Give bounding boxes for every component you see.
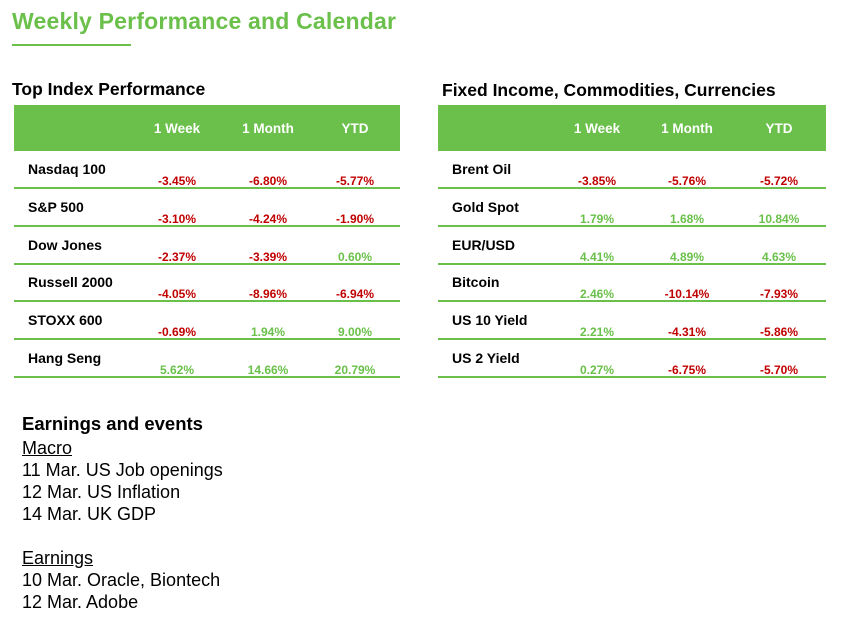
- table-header: 1 Week 1 Month YTD: [438, 105, 826, 151]
- row-label: Brent Oil: [452, 161, 512, 177]
- column-header: 1 Week: [153, 121, 201, 136]
- value-cell: -3.39%: [248, 249, 288, 264]
- value-cell: 0.27%: [579, 363, 615, 377]
- earnings-item: 10 Mar. Oracle, Biontech: [22, 570, 221, 590]
- value-cell: 4.89%: [669, 249, 705, 264]
- fixed-income-table: 1 Week 1 Month YTD Brent Oil -3.85% -5.76% -5.…: [438, 105, 826, 378]
- value-cell: -5.86%: [759, 325, 799, 340]
- row-label: STOXX 600: [28, 312, 103, 329]
- row-divider: [438, 224, 826, 227]
- macro-heading: Macro: [22, 438, 73, 458]
- value-cell: -5.76%: [667, 174, 707, 188]
- value-cell: -5.72%: [759, 174, 799, 188]
- row-divider: [14, 376, 400, 378]
- value-cell: -10.14%: [664, 287, 710, 302]
- fx-table-title: Fixed Income, Commodities, Currencies: [442, 80, 776, 100]
- row-divider: [438, 187, 826, 189]
- table-row: US 2 Yield 0.27% -6.75% -5.70%: [438, 340, 826, 378]
- row-label: Gold Spot: [452, 198, 519, 215]
- value-cell: 14.66%: [247, 363, 289, 377]
- macro-item: 14 Mar. UK GDP: [22, 504, 157, 524]
- value-cell: -8.96%: [248, 287, 288, 302]
- value-cell: 5.62%: [159, 363, 195, 377]
- column-header: 1 Month: [242, 121, 294, 136]
- row-divider: [14, 262, 400, 265]
- value-cell: -3.85%: [577, 174, 617, 188]
- value-cell: 9.00%: [337, 325, 373, 340]
- table-row: STOXX 600 -0.69% 1.94% 9.00%: [14, 302, 400, 341]
- value-cell: -6.94%: [335, 287, 375, 302]
- value-cell: -6.75%: [667, 363, 707, 377]
- value-cell: 0.60%: [337, 249, 373, 264]
- value-cell: 1.68%: [669, 211, 705, 226]
- row-label: Russell 2000: [28, 274, 113, 291]
- table-row: Bitcoin 2.46% -10.14% -7.93%: [438, 264, 826, 303]
- table-row: Brent Oil -3.85% -5.76% -5.72%: [438, 151, 826, 189]
- table-header: 1 Week 1 Month YTD: [14, 105, 400, 151]
- row-divider: [14, 338, 400, 341]
- row-label: Hang Seng: [28, 350, 102, 366]
- value-cell: 2.46%: [579, 287, 615, 302]
- column-header: YTD: [765, 121, 793, 136]
- row-divider: [438, 376, 826, 378]
- events-section: Earnings and events Macro 11 Mar. US Job…: [22, 413, 223, 613]
- table-row: Nasdaq 100 -3.45% -6.80% -5.77%: [14, 151, 400, 189]
- value-cell: -5.77%: [335, 174, 375, 188]
- title-underline: [12, 44, 131, 46]
- table-row: EUR/USD 4.41% 4.89% 4.63%: [438, 227, 826, 265]
- index-performance-table: 1 Week 1 Month YTD Nasdaq 100 -3.45% -6.80% -5…: [14, 105, 400, 378]
- column-header: YTD: [341, 121, 369, 136]
- value-cell: -4.24%: [248, 211, 288, 226]
- value-cell: 1.79%: [579, 211, 615, 226]
- row-label: Dow Jones: [28, 236, 102, 253]
- column-header: 1 Month: [661, 121, 713, 136]
- value-cell: -6.80%: [248, 174, 288, 188]
- value-cell: 4.63%: [761, 249, 797, 264]
- value-cell: -2.37%: [157, 249, 197, 264]
- value-cell: 2.21%: [579, 325, 615, 340]
- value-cell: -3.45%: [157, 174, 197, 188]
- row-divider: [438, 262, 826, 265]
- value-cell: -1.90%: [335, 211, 375, 226]
- table-row: US 10 Yield 2.21% -4.31% -5.86%: [438, 302, 826, 341]
- row-label: US 10 Yield: [452, 312, 528, 329]
- row-divider: [438, 300, 826, 303]
- value-cell: -7.93%: [759, 287, 799, 302]
- table-row: Russell 2000 -4.05% -8.96% -6.94%: [14, 264, 400, 303]
- table-row: Gold Spot 1.79% 1.68% 10.84%: [438, 189, 826, 227]
- row-label: EUR/USD: [452, 236, 516, 253]
- value-cell: 1.94%: [250, 325, 286, 340]
- row-label: US 2 Yield: [452, 350, 520, 366]
- macro-item: 12 Mar. US Inflation: [22, 482, 181, 502]
- row-divider: [438, 338, 826, 341]
- value-cell: -3.10%: [157, 211, 197, 226]
- row-label: Bitcoin: [452, 274, 500, 291]
- value-cell: 4.41%: [579, 249, 615, 264]
- macro-item: 11 Mar. US Job openings: [22, 460, 223, 480]
- value-cell: -4.31%: [667, 325, 707, 340]
- value-cell: 20.79%: [334, 363, 376, 377]
- index-table-title: Top Index Performance: [12, 79, 206, 99]
- value-cell: -5.70%: [759, 363, 799, 377]
- row-label: S&P 500: [28, 198, 84, 215]
- row-divider: [14, 224, 400, 227]
- earnings-heading: Earnings: [22, 548, 94, 568]
- events-title: Earnings and events: [22, 413, 203, 434]
- table-row: S&P 500 -3.10% -4.24% -1.90%: [14, 189, 400, 227]
- value-cell: 10.84%: [758, 211, 800, 226]
- page-title: Weekly Performance and Calendar: [12, 8, 397, 34]
- earnings-item: 12 Mar. Adobe: [22, 592, 139, 612]
- row-divider: [14, 187, 400, 189]
- row-divider: [14, 300, 400, 303]
- value-cell: -4.05%: [157, 287, 197, 302]
- table-row: Hang Seng 5.62% 14.66% 20.79%: [14, 340, 400, 378]
- table-row: Dow Jones -2.37% -3.39% 0.60%: [14, 227, 400, 265]
- column-header: 1 Week: [573, 121, 621, 136]
- value-cell: -0.69%: [157, 325, 197, 340]
- row-label: Nasdaq 100: [28, 161, 106, 177]
